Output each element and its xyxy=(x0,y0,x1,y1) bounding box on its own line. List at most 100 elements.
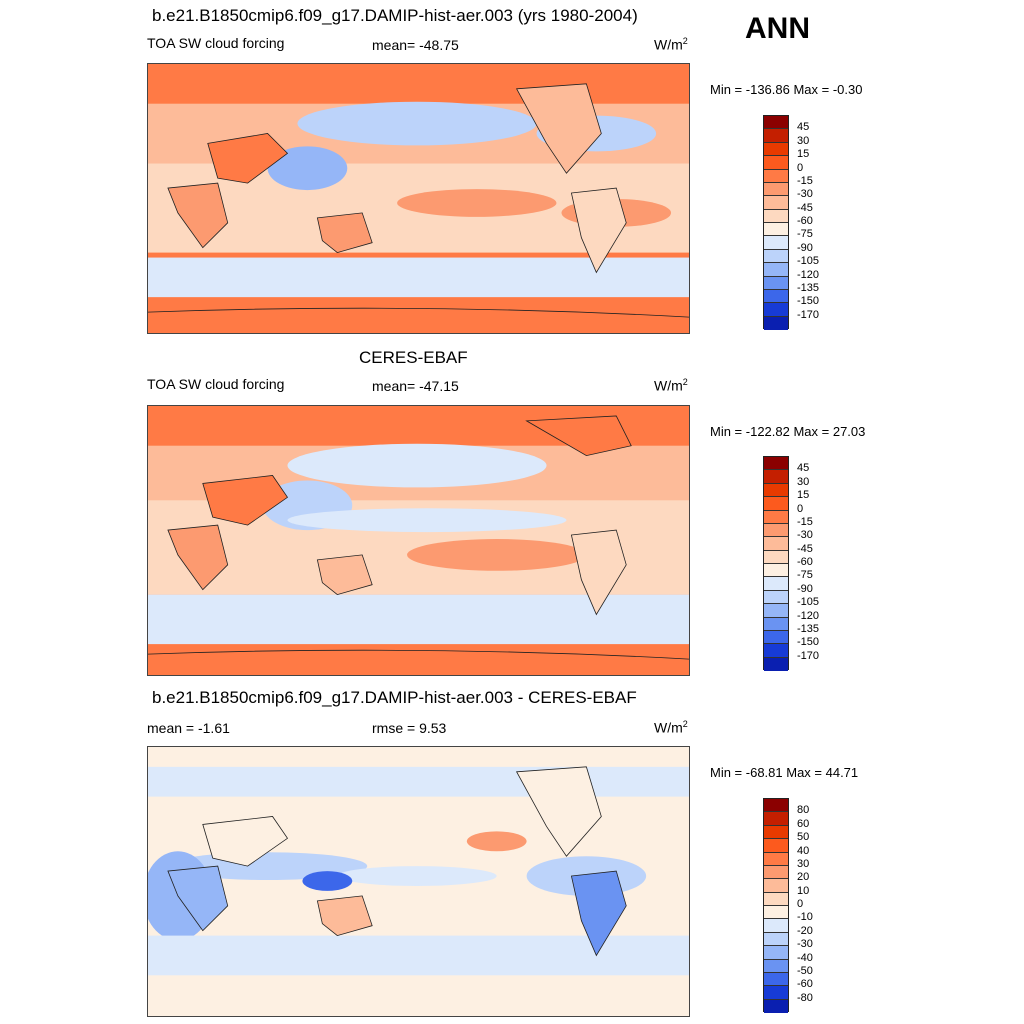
colorbar-swatch xyxy=(764,316,788,330)
colorbar-tick-label: 0 xyxy=(797,502,804,515)
colorbar-tick-label: -150 xyxy=(797,295,820,308)
colorbar-swatch xyxy=(764,249,788,264)
panel-1-minmax: Min = -136.86 Max = -0.30 xyxy=(710,82,863,97)
colorbar-swatch xyxy=(764,470,788,484)
colorbar-tick-label: 45 xyxy=(797,462,810,475)
panel-1-units: W/m2 xyxy=(654,36,688,53)
colorbar-tick-label: 50 xyxy=(797,831,810,844)
colorbar-swatch xyxy=(764,839,788,853)
colorbar-swatch xyxy=(764,892,788,906)
colorbar-swatch xyxy=(764,577,788,591)
colorbar-swatch xyxy=(764,812,788,826)
colorbar-tick-label: 10 xyxy=(797,884,810,897)
colorbar-tick-label: -60 xyxy=(797,556,813,568)
colorbar-swatch xyxy=(764,906,788,920)
colorbar-tick-label: -90 xyxy=(797,582,813,595)
colorbar-swatch xyxy=(764,129,788,143)
colorbar-swatch xyxy=(764,196,788,210)
colorbar-tick-label: -20 xyxy=(797,924,813,937)
panel-2-minmax: Min = -122.82 Max = 27.03 xyxy=(710,424,866,439)
colorbar-swatch xyxy=(764,223,788,237)
panel-2-units: W/m2 xyxy=(654,377,688,394)
panel-2-title: CERES-EBAF xyxy=(359,348,468,367)
colorbar-swatch xyxy=(764,564,788,578)
colorbar-tick-label: -75 xyxy=(797,228,813,241)
colorbar-tick-label: -75 xyxy=(797,569,813,582)
colorbar-tick-label: -60 xyxy=(797,978,813,991)
colorbar-swatch xyxy=(764,932,788,947)
colorbar-swatch xyxy=(764,523,788,538)
colorbar-swatch xyxy=(764,116,788,130)
colorbar-tick-label: 45 xyxy=(797,121,810,134)
colorbar-swatch xyxy=(764,604,788,618)
colorbar-tick-label: 0 xyxy=(797,161,804,174)
colorbar-tick-label: -135 xyxy=(797,281,820,294)
colorbar-swatch xyxy=(764,263,788,277)
panel-3-rmse-label: rmse = 9.53 xyxy=(372,720,447,736)
panel-1-map xyxy=(147,63,690,334)
panel-3-units: W/m2 xyxy=(654,719,688,736)
colorbar-tick-label: 15 xyxy=(797,148,810,161)
colorbar-swatch xyxy=(764,590,788,605)
colorbar-swatch xyxy=(764,630,788,645)
colorbar-tick-label: -105 xyxy=(797,255,820,268)
colorbar-tick-label: 60 xyxy=(797,817,810,830)
colorbar-tick-label: -105 xyxy=(797,596,820,609)
colorbar-swatch xyxy=(764,617,788,631)
colorbar-tick-label: 30 xyxy=(797,857,810,870)
colorbar-swatch xyxy=(764,169,788,183)
colorbar-swatch xyxy=(764,657,788,671)
colorbar-swatch xyxy=(764,644,788,658)
colorbar-swatch xyxy=(764,303,788,317)
colorbar-tick-label: -30 xyxy=(797,938,813,951)
colorbar-swatch xyxy=(764,236,788,250)
panel-3-title: b.e21.B1850cmip6.f09_g17.DAMIP-hist-aer.… xyxy=(152,688,637,707)
colorbar-tick-label: -170 xyxy=(797,649,820,662)
colorbar-swatch xyxy=(764,182,788,197)
colorbar-swatch xyxy=(764,946,788,960)
season-label: ANN xyxy=(745,12,810,45)
colorbar-tick-label: -45 xyxy=(797,542,813,555)
colorbar-tick-label: -50 xyxy=(797,964,813,977)
colorbar-tick-label: 30 xyxy=(797,134,810,147)
panel-1-colorbar xyxy=(763,115,789,330)
colorbar-tick-label: -150 xyxy=(797,636,820,649)
colorbar-tick-label: -15 xyxy=(797,515,813,528)
panel-3-map xyxy=(147,746,690,1017)
colorbar-swatch xyxy=(764,276,788,290)
colorbar-tick-label: -120 xyxy=(797,268,820,281)
colorbar-swatch xyxy=(764,209,788,223)
colorbar-tick-label: -90 xyxy=(797,241,813,254)
colorbar-swatch xyxy=(764,959,788,973)
colorbar-swatch xyxy=(764,142,788,157)
panel-3-mean-label: mean = -1.61 xyxy=(147,720,230,736)
colorbar-tick-label: 0 xyxy=(797,898,804,910)
colorbar-tick-label: -40 xyxy=(797,951,813,964)
colorbar-tick-label: -45 xyxy=(797,201,813,214)
panel-2-mean-label: mean= -47.15 xyxy=(372,378,459,394)
panel-2-variable-label: TOA SW cloud forcing xyxy=(147,376,285,392)
colorbar-swatch xyxy=(764,457,788,471)
colorbar-swatch xyxy=(764,483,788,498)
colorbar-tick-label: -135 xyxy=(797,622,820,635)
colorbar-tick-label: 40 xyxy=(797,844,810,857)
colorbar-swatch xyxy=(764,999,788,1013)
colorbar-tick-label: 15 xyxy=(797,489,810,502)
panel-2-map xyxy=(147,405,690,676)
panel-1-mean-label: mean= -48.75 xyxy=(372,37,459,53)
colorbar-swatch xyxy=(764,537,788,551)
colorbar-tick-label: 80 xyxy=(797,804,810,817)
colorbar-tick-label: -80 xyxy=(797,991,813,1004)
colorbar-swatch xyxy=(764,972,788,987)
colorbar-swatch xyxy=(764,986,788,1000)
colorbar-tick-label: -10 xyxy=(797,911,813,924)
colorbar-swatch xyxy=(764,919,788,933)
colorbar-tick-label: -60 xyxy=(797,215,813,227)
colorbar-tick-label: -30 xyxy=(797,188,813,201)
colorbar-swatch xyxy=(764,497,788,511)
panel-2-colorbar xyxy=(763,456,789,671)
colorbar-swatch xyxy=(764,865,788,880)
panel-1-title: b.e21.B1850cmip6.f09_g17.DAMIP-hist-aer.… xyxy=(152,6,638,25)
colorbar-swatch xyxy=(764,852,788,866)
colorbar-swatch xyxy=(764,550,788,564)
